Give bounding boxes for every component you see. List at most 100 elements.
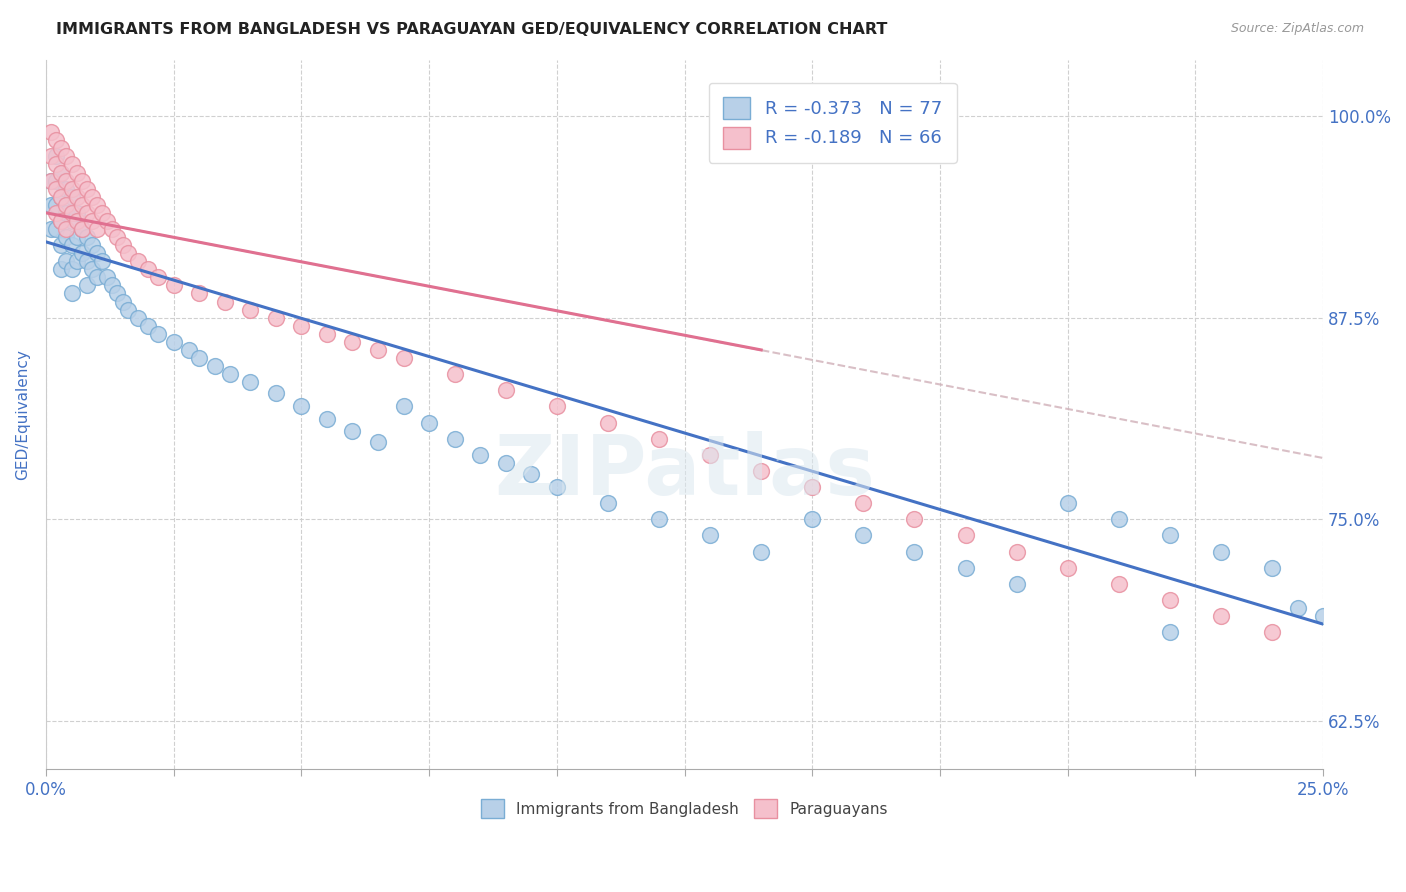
Point — [65, 254, 87, 268]
Point — [1209, 609, 1232, 624]
Point — [39, 222, 62, 236]
Point — [51, 238, 73, 252]
Point — [177, 343, 200, 357]
Point — [39, 125, 62, 139]
Point — [76, 278, 98, 293]
Point — [76, 230, 98, 244]
Point — [495, 456, 517, 470]
Point — [163, 278, 186, 293]
Point — [342, 334, 364, 349]
Point — [239, 302, 262, 317]
Point — [80, 238, 103, 252]
Point — [65, 165, 87, 179]
Point — [214, 294, 236, 309]
Point — [55, 230, 77, 244]
Point — [111, 294, 134, 309]
Point — [51, 190, 73, 204]
Point — [148, 326, 170, 341]
Point — [392, 351, 415, 365]
Point — [1108, 512, 1130, 526]
Point — [239, 375, 262, 389]
Point — [418, 416, 440, 430]
Point — [1005, 544, 1028, 558]
Point — [60, 206, 83, 220]
Point — [96, 270, 118, 285]
Point — [316, 326, 339, 341]
Point — [1159, 625, 1181, 640]
Point — [51, 262, 73, 277]
Point — [596, 416, 619, 430]
Point — [1261, 560, 1284, 574]
Point — [80, 262, 103, 277]
Point — [699, 448, 721, 462]
Point — [163, 334, 186, 349]
Point — [470, 448, 492, 462]
Point — [367, 434, 389, 449]
Point — [86, 246, 108, 260]
Point — [91, 254, 114, 268]
Point — [852, 496, 875, 510]
Point — [749, 544, 772, 558]
Y-axis label: GED/Equivalency: GED/Equivalency — [15, 349, 30, 480]
Point — [39, 173, 62, 187]
Point — [65, 190, 87, 204]
Point — [60, 262, 83, 277]
Point — [51, 165, 73, 179]
Point — [1159, 593, 1181, 607]
Point — [60, 157, 83, 171]
Point — [45, 206, 67, 220]
Point — [903, 512, 925, 526]
Point — [1005, 576, 1028, 591]
Point — [1056, 560, 1078, 574]
Point — [80, 214, 103, 228]
Point — [546, 480, 568, 494]
Point — [749, 464, 772, 478]
Point — [1209, 544, 1232, 558]
Point — [955, 560, 977, 574]
Point — [39, 149, 62, 163]
Legend: Immigrants from Bangladesh, Paraguayans: Immigrants from Bangladesh, Paraguayans — [474, 791, 896, 825]
Point — [70, 246, 93, 260]
Point — [136, 262, 159, 277]
Point — [70, 222, 93, 236]
Point — [219, 367, 242, 381]
Point — [45, 173, 67, 187]
Point — [86, 270, 108, 285]
Point — [45, 133, 67, 147]
Point — [55, 149, 77, 163]
Point — [60, 181, 83, 195]
Point — [367, 343, 389, 357]
Point — [290, 318, 312, 333]
Point — [91, 206, 114, 220]
Point — [101, 278, 124, 293]
Point — [648, 512, 671, 526]
Point — [520, 467, 543, 482]
Point — [648, 432, 671, 446]
Point — [60, 238, 83, 252]
Point — [76, 254, 98, 268]
Point — [1286, 601, 1309, 615]
Point — [117, 246, 139, 260]
Point — [107, 286, 129, 301]
Point — [45, 198, 67, 212]
Point — [55, 206, 77, 220]
Point — [80, 190, 103, 204]
Point — [65, 206, 87, 220]
Point — [955, 528, 977, 542]
Point — [596, 496, 619, 510]
Point — [801, 480, 824, 494]
Point — [342, 424, 364, 438]
Point — [51, 214, 73, 228]
Point — [39, 173, 62, 187]
Point — [699, 528, 721, 542]
Point — [290, 400, 312, 414]
Point — [70, 198, 93, 212]
Point — [55, 222, 77, 236]
Point — [60, 286, 83, 301]
Point — [86, 222, 108, 236]
Point — [51, 190, 73, 204]
Point — [101, 222, 124, 236]
Point — [39, 198, 62, 212]
Text: IMMIGRANTS FROM BANGLADESH VS PARAGUAYAN GED/EQUIVALENCY CORRELATION CHART: IMMIGRANTS FROM BANGLADESH VS PARAGUAYAN… — [56, 22, 887, 37]
Point — [204, 359, 226, 373]
